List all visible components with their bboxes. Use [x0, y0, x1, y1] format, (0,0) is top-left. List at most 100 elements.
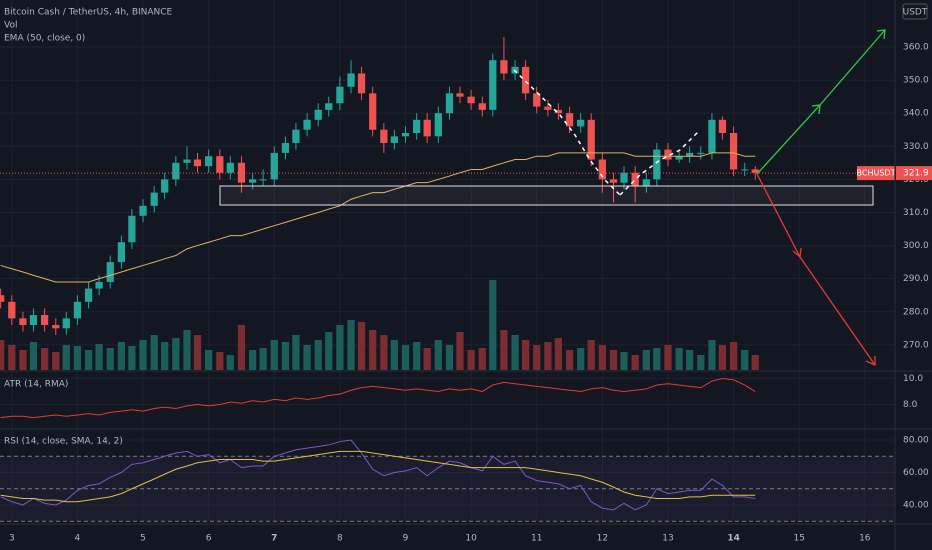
candle-body [631, 172, 639, 186]
volume-bar [423, 348, 431, 370]
volume-bar [609, 350, 618, 370]
candle-body [117, 242, 126, 263]
volume-bar [357, 322, 366, 370]
candle-body [226, 162, 234, 173]
rsi-legend: RSI (14, close, SMA, 14, 2) [4, 437, 123, 447]
candle-body [653, 149, 661, 180]
candle-body [664, 149, 672, 160]
support-zone [219, 185, 874, 206]
candle-body [161, 179, 169, 193]
y-tick-label: 80.00 [903, 436, 929, 446]
x-tick-label: 5 [140, 534, 146, 544]
volume-bar [697, 355, 705, 370]
candle-body [347, 73, 355, 87]
candle-body [685, 152, 694, 157]
volume-bar [161, 342, 169, 370]
candle-body [577, 119, 585, 127]
volume-bar [741, 350, 749, 370]
volume-bar [434, 340, 442, 370]
candle-body [150, 192, 158, 206]
volume-bar [390, 340, 398, 370]
y-tick-label: 360.0 [903, 42, 929, 52]
volume-bar [577, 348, 585, 370]
price-tag [896, 166, 932, 181]
candle-body [478, 103, 486, 110]
volume-bar [642, 350, 650, 370]
y-tick-label: 60.00 [903, 468, 929, 478]
volume-bar [478, 348, 486, 370]
x-tick-label: 3 [9, 534, 15, 544]
volume-bar [84, 350, 93, 370]
unit-box [902, 3, 928, 20]
candle-body [52, 324, 60, 329]
volume-bar [270, 340, 278, 370]
candle-body [84, 288, 93, 302]
candle-body [237, 162, 246, 183]
volume-bar [336, 325, 344, 370]
candle-body [521, 66, 530, 94]
volume-bar [8, 345, 16, 370]
candle-body [62, 318, 70, 329]
y-tick-label: 290.0 [903, 274, 929, 284]
candle-body [128, 215, 136, 243]
x-tick-label: 9 [403, 534, 409, 544]
x-tick-label: 10 [465, 534, 477, 544]
candle-body [620, 172, 628, 183]
x-tick-label: 11 [531, 534, 542, 544]
ema-legend: EMA (50, close, 0) [4, 34, 85, 44]
volume-bar [489, 280, 497, 370]
volume-bar [52, 352, 60, 370]
candle-body [314, 109, 322, 120]
volume-bar [467, 350, 475, 370]
candle-body [183, 159, 191, 163]
y-tick-label: 270.0 [903, 340, 929, 350]
volume-bar [554, 338, 563, 370]
candle-body [467, 96, 475, 104]
y-tick-label: 300.0 [903, 241, 929, 251]
volume-bar [128, 346, 136, 370]
candle-body [598, 159, 606, 180]
x-tick-label: 7 [271, 534, 277, 544]
y-tick-label: 310.0 [903, 208, 929, 218]
x-tick-label: 6 [206, 534, 212, 544]
candle-body [216, 156, 224, 173]
volume-bar [653, 348, 661, 370]
candle-body [281, 142, 290, 153]
candle-body [336, 86, 344, 104]
candle-body [172, 162, 180, 180]
volume-bar [248, 350, 257, 370]
volume-bar [314, 340, 322, 370]
volume-bar [685, 350, 694, 370]
line-series [0, 152, 756, 283]
candle-body [95, 281, 103, 289]
volume-bar [533, 345, 541, 370]
arrowhead [876, 29, 886, 40]
candle-body [565, 113, 574, 127]
candle-body [413, 119, 421, 134]
volume-bar [183, 330, 191, 370]
candle-body [19, 318, 27, 325]
candle-body [73, 301, 82, 319]
candle-body [248, 179, 257, 183]
y-tick-label: 40.00 [903, 500, 929, 510]
candle-body [456, 93, 464, 97]
symbol-label: BCHUSDT [857, 169, 896, 178]
x-tick-label: 15 [793, 534, 804, 544]
volume-bar [303, 345, 311, 370]
candle-body [139, 205, 147, 216]
line-series [0, 450, 756, 503]
x-tick-label: 12 [597, 534, 608, 544]
volume-bar [62, 345, 70, 370]
volume-bar [500, 330, 508, 370]
candle-body [587, 119, 595, 160]
candle-body [357, 73, 366, 94]
y-tick-label: 330.0 [903, 142, 929, 152]
candle-body [369, 93, 377, 130]
candle-body [708, 119, 716, 153]
volume-bar [631, 355, 639, 370]
volume-bar [193, 335, 202, 370]
candle-body [489, 60, 497, 110]
volume-bar [29, 342, 38, 370]
candle-body [380, 129, 388, 143]
candle-body [390, 136, 398, 143]
